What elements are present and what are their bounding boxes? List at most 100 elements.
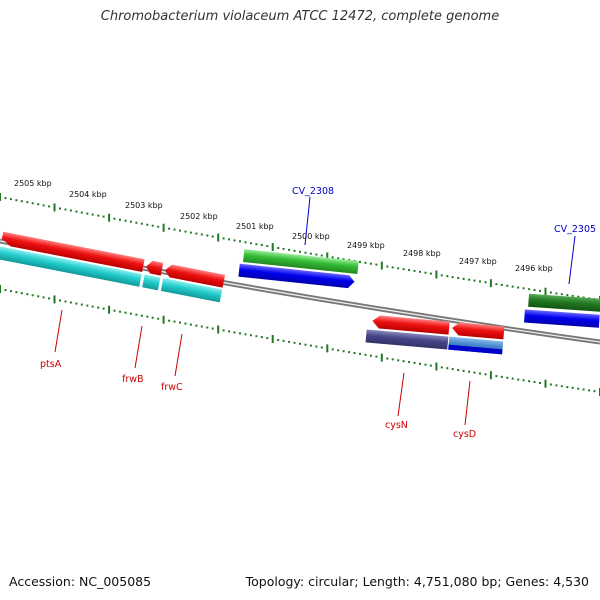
scale-minor-tick [571,386,574,389]
scale-minor-tick [397,267,400,270]
scale-minor-tick [375,355,378,358]
label-leaders [54,196,576,426]
gene-cv2305[interactable] [528,293,600,312]
scale-minor-tick [446,275,449,278]
scale-minor-tick [348,259,351,262]
gene-label-ptsA[interactable]: ptsA [40,359,62,370]
scale-minor-tick [42,204,45,207]
leader-cysD [464,380,471,426]
scale-major-tick [162,223,165,232]
scale-minor-tick [206,234,209,237]
gene-cv2305-cds[interactable] [524,309,600,328]
gene-cysN[interactable] [372,315,450,335]
gene-ptsA[interactable] [1,231,145,272]
leader-frwB [134,325,143,369]
scale-major-tick [162,315,165,324]
scale-minor-tick [549,383,552,386]
gene-cv2308-cds[interactable] [238,263,355,289]
scale-minor-tick [517,378,520,381]
scale-minor-tick [539,381,541,384]
leader-cv2308 [304,196,311,246]
gene-label-frwB[interactable]: frwB [122,374,144,385]
scale-major-tick [217,233,220,242]
scale-minor-tick [457,277,460,279]
scale-minor-tick [37,295,40,298]
gene-label-cysN[interactable]: cysN [385,420,408,431]
scale-minor-tick [282,247,285,250]
gene-label-cv2308[interactable]: CV_2308 [292,186,334,197]
scale-major-tick [217,325,220,334]
scale-major-tick [0,193,1,201]
scale-minor-tick [48,297,51,300]
scale-minor-tick [413,361,416,364]
scale-major-tick [271,335,274,343]
scale-minor-tick [320,254,323,257]
kbp-label: 2500 kbp [292,232,330,241]
scale-minor-tick [260,244,263,247]
scale-minor-tick [577,387,580,390]
scale-minor-tick [528,288,531,291]
scale-minor-tick [113,309,116,312]
scale-minor-tick [408,361,411,363]
scale-minor-tick [173,320,176,323]
leader-cysN [397,372,405,417]
scale-minor-tick [342,350,345,353]
kbp-label: 2499 kbp [347,241,385,250]
scale-minor-tick [451,368,454,371]
gene-ptsA-cds[interactable] [0,246,142,287]
scale-minor-tick [4,197,7,200]
scale-minor-tick [359,260,361,263]
scale-minor-tick [571,294,574,297]
gene-label-cv2305[interactable]: CV_2305 [554,224,596,235]
scale-minor-tick [484,373,487,376]
scale-minor-tick [522,379,525,382]
scale-minor-tick [588,389,591,392]
gene-label-cysD[interactable]: cysD [453,429,476,440]
scale-minor-tick [97,214,100,217]
gene-cysN-cds[interactable] [365,329,449,350]
gene-cv2308[interactable] [242,249,359,275]
scale-major-tick [380,353,383,362]
scale-minor-tick [37,203,40,206]
gene-cysD[interactable] [452,322,505,340]
scale-minor-tick [195,324,198,327]
scale-minor-tick [249,334,252,337]
scale-minor-tick [9,198,12,201]
gene-label-frwC[interactable]: frwC [161,382,183,393]
scale-minor-tick [277,339,280,341]
scale-minor-tick [64,300,67,303]
gene-cysD-strip [448,344,503,355]
gene-frwB[interactable] [145,260,164,276]
scale-minor-tick [228,330,231,333]
scale-minor-tick [48,205,51,208]
scale-minor-tick [593,390,596,393]
scale-minor-tick [4,289,7,292]
gene-frwC[interactable] [164,263,226,288]
scale-minor-tick [189,231,192,234]
scale-minor-tick [179,229,181,232]
scale-minor-tick [429,272,432,275]
scale-minor-tick [533,381,536,383]
scale-minor-tick [582,296,585,299]
scale-minor-tick [119,310,121,313]
scale-minor-tick [233,239,236,242]
leader-ptsA [54,309,63,353]
gene-frwC-cds[interactable] [160,278,223,303]
scale-minor-tick [124,219,127,222]
scale-minor-tick [402,268,405,271]
gene-frwB-cds[interactable] [142,274,161,291]
topology-summary: Topology: circular; Length: 4,751,080 bp… [245,574,589,589]
scale-minor-tick [157,225,160,228]
scale-minor-tick [566,386,569,389]
scale-minor-tick [91,305,94,308]
scale-major-tick [326,252,329,261]
scale-minor-tick [277,247,280,249]
scale-major-tick [271,243,274,251]
scale-minor-tick [299,342,301,345]
scale-minor-tick [440,274,443,277]
scale-minor-tick [59,299,61,302]
scale-minor-tick [331,348,334,351]
scale-minor-tick [495,375,498,378]
scale-minor-tick [511,377,514,380]
scale-minor-tick [20,200,23,203]
